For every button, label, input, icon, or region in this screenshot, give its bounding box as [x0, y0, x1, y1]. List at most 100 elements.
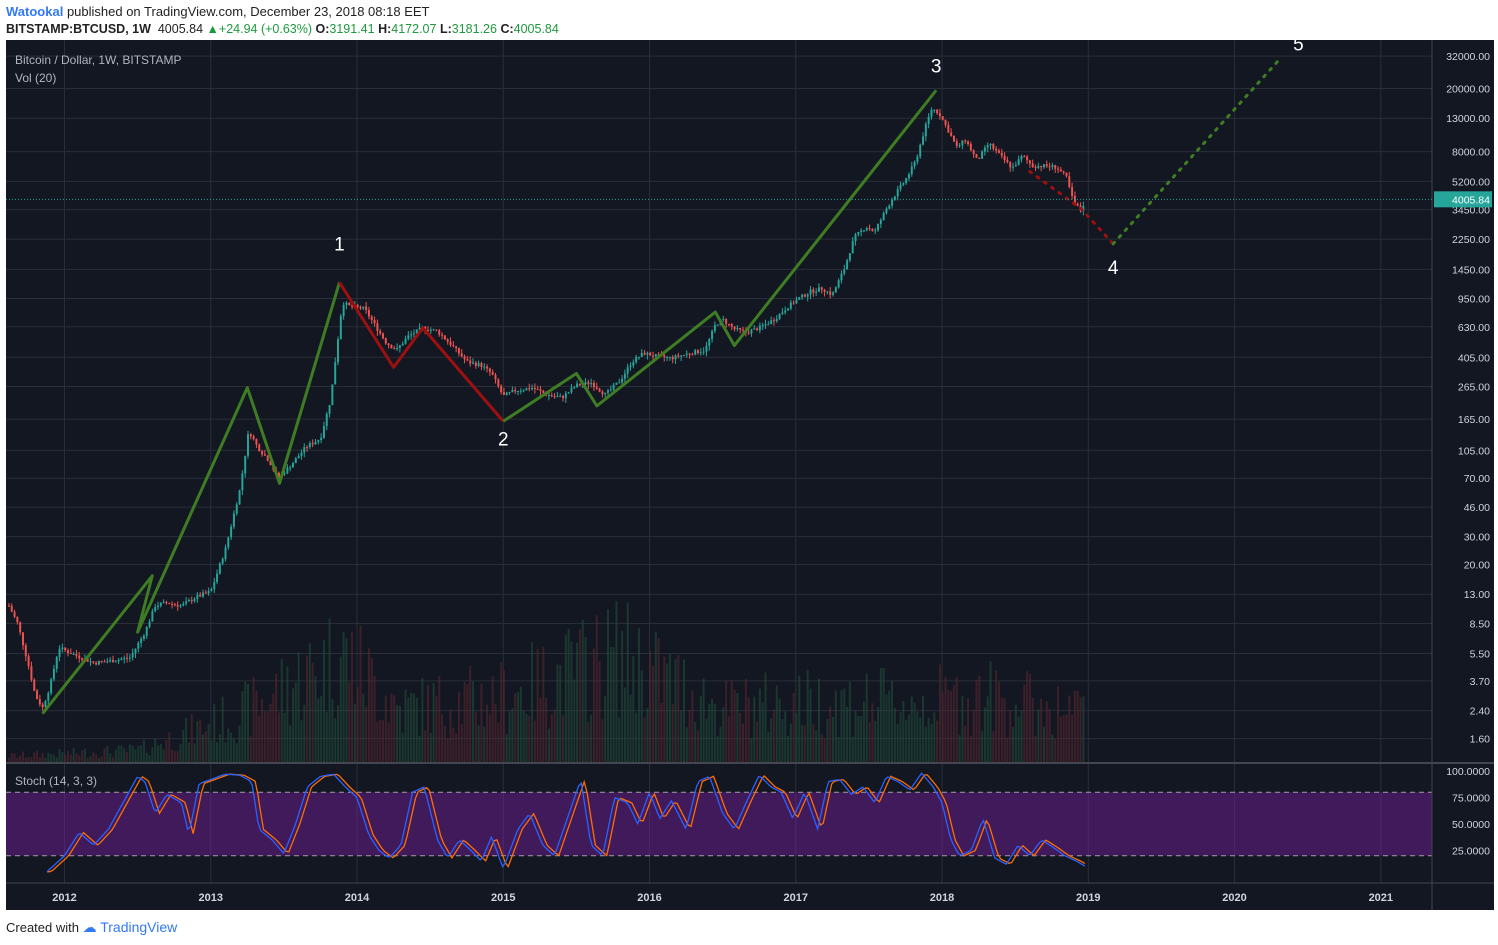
candle-body — [868, 227, 871, 230]
volume-bar — [24, 757, 27, 762]
candle-body — [207, 591, 210, 594]
axes: 1.60 2.40 3.70 5.50 8.50 13.00 20.00 30.00 46.00… — [6, 40, 1494, 910]
volume-bar — [109, 753, 112, 762]
time-tick-label: 2016 — [637, 892, 661, 904]
volume-bar — [753, 696, 756, 762]
candle-body — [297, 456, 300, 459]
candle-body — [772, 320, 775, 322]
candle-body — [382, 333, 384, 339]
volume-bar — [455, 733, 458, 762]
candle-body — [989, 143, 992, 146]
candle-body — [390, 345, 393, 349]
candle-body — [809, 289, 812, 295]
candle-body — [134, 648, 137, 654]
candle-body — [902, 183, 905, 185]
volume-bar — [432, 683, 435, 762]
candle-body — [78, 655, 81, 659]
candle-body — [486, 366, 489, 369]
volume-bar — [677, 655, 680, 762]
volume-bar — [829, 706, 832, 762]
volume-bar — [646, 708, 649, 762]
candle-body — [1020, 156, 1023, 160]
volume-bar — [983, 707, 986, 762]
candle-body — [1012, 166, 1015, 168]
candle-body — [325, 413, 328, 427]
volume-bar — [961, 695, 964, 762]
stoch-tick-label: 50.0000 — [1452, 819, 1490, 831]
volume-bar — [784, 711, 787, 762]
candle-body — [339, 316, 342, 340]
ohlc-line: BITSTAMP:BTCUSD, 1W 4005.84 ▲+24.94 (+0.… — [6, 22, 559, 36]
candle-body — [550, 395, 553, 397]
candle-body — [13, 611, 16, 617]
volume-bar — [747, 697, 750, 762]
volume-bar — [500, 662, 503, 762]
low-label: L: — [439, 22, 452, 36]
volume-bar — [190, 714, 193, 762]
candle-body — [950, 132, 953, 136]
candle-body — [657, 354, 660, 356]
volume-bar — [756, 721, 759, 762]
candle-body — [905, 178, 908, 184]
wave-impulse-line — [41, 281, 341, 715]
wave-lines: 1 2 3 4 5 — [41, 40, 1304, 715]
candle-body — [891, 200, 894, 206]
price-tick-label: 950.00 — [1458, 293, 1490, 305]
price-tick-label: 265.00 — [1458, 381, 1490, 393]
candle-body — [41, 704, 44, 708]
candle-body — [97, 661, 100, 665]
candle-body — [640, 352, 643, 357]
candle-body — [674, 355, 677, 360]
volume-bar — [247, 683, 249, 762]
candle-body — [89, 661, 92, 663]
volume-bar — [241, 691, 244, 762]
candle-body — [61, 647, 64, 649]
candle-body — [300, 452, 303, 457]
volume-bar — [505, 734, 508, 762]
volume-bar — [224, 742, 227, 762]
candle-body — [832, 292, 835, 295]
volume-bar — [218, 733, 221, 762]
candle-body — [224, 547, 227, 559]
candle-body — [801, 294, 804, 298]
volume-bar — [142, 739, 145, 762]
candle-body — [854, 234, 857, 241]
volume-bar — [668, 654, 671, 762]
candle-body — [455, 346, 458, 349]
candle-body — [497, 379, 500, 387]
volume-bar — [13, 753, 16, 762]
volume-bar — [69, 754, 72, 762]
candle-body — [697, 350, 700, 354]
price-tick-label: 13.00 — [1464, 589, 1490, 601]
volume-bar — [275, 673, 278, 762]
volume-bar — [992, 731, 995, 762]
candle-body — [86, 658, 89, 662]
volume-bar — [888, 690, 891, 762]
candle-body — [1000, 152, 1003, 156]
volume-bar — [168, 732, 171, 762]
tradingview-brand[interactable]: TradingView — [100, 919, 178, 935]
candle-body — [789, 302, 792, 309]
candle-body — [322, 426, 325, 438]
candle-body — [764, 324, 767, 326]
candle-body — [432, 329, 435, 331]
volume-bar — [657, 638, 660, 762]
volume-bar — [443, 725, 446, 762]
volume-bar — [623, 687, 626, 762]
volume-bar — [483, 726, 486, 762]
candle-body — [1028, 160, 1031, 164]
candle-body — [505, 392, 508, 395]
high-label: H: — [378, 22, 392, 36]
volume-bar — [353, 703, 356, 762]
chart-area[interactable]: 1 2 3 4 5 1.60 2.40 3.70 5.50 8.50 13.00 20.00 30.0… — [6, 40, 1494, 910]
volume-bar — [1006, 737, 1009, 762]
candle-body — [609, 389, 612, 391]
candle-body — [927, 116, 930, 124]
volume-bar — [412, 693, 415, 762]
candle-body — [387, 343, 390, 346]
author-link[interactable]: Watookal — [6, 4, 64, 19]
volume-bar — [359, 625, 362, 762]
volume-bar — [308, 643, 311, 762]
candle-body — [494, 374, 497, 380]
volume-bar — [117, 745, 120, 762]
